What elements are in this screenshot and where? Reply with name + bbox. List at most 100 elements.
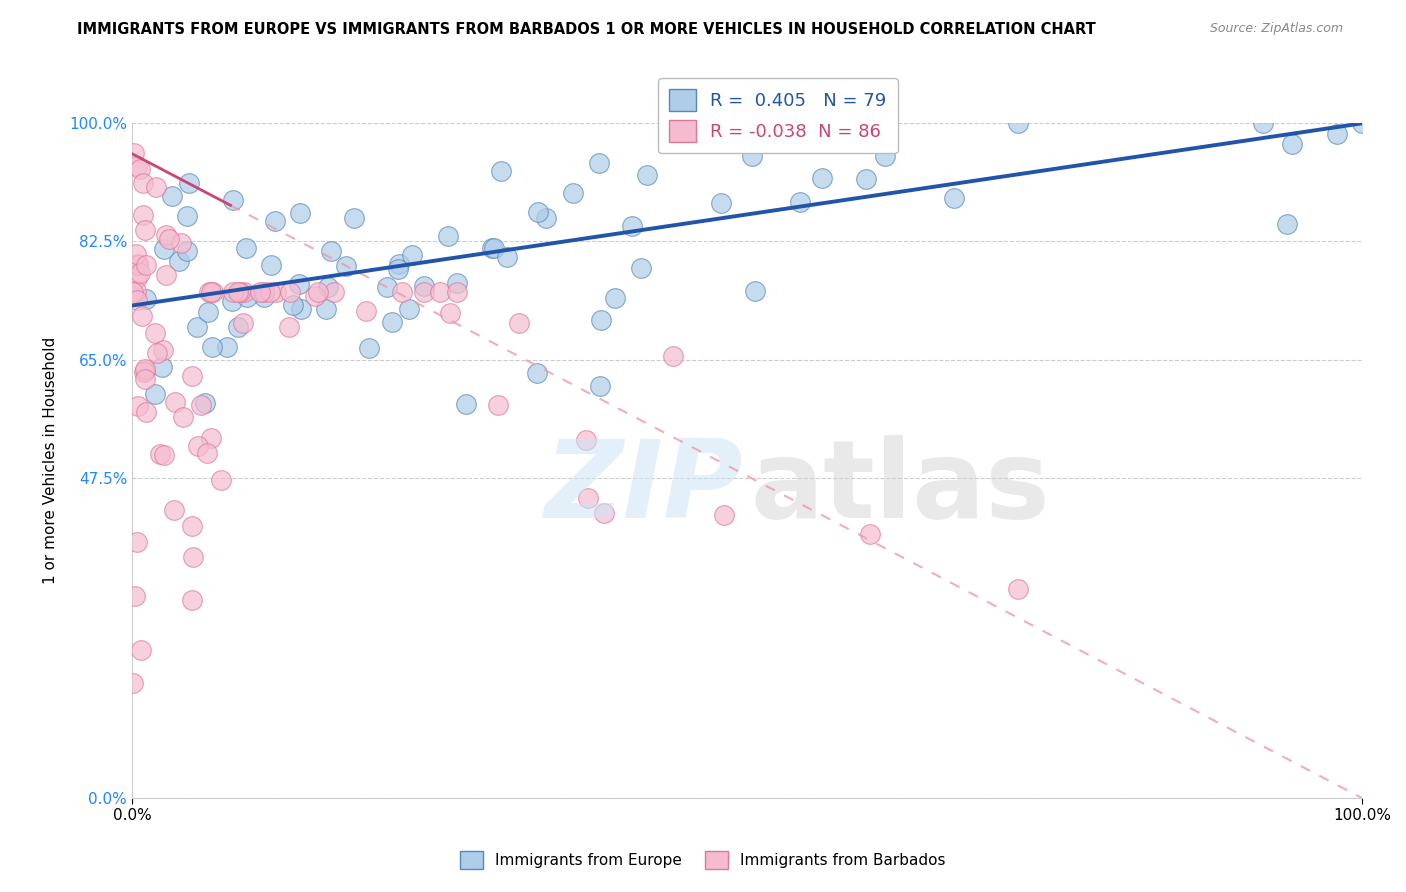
Point xyxy=(125,284,148,298)
Point xyxy=(149,447,172,461)
Point xyxy=(1326,127,1348,141)
Point xyxy=(198,285,221,299)
Point xyxy=(200,431,222,445)
Text: IMMIGRANTS FROM EUROPE VS IMMIGRANTS FROM BARBADOS 1 OR MORE VEHICLES IN HOUSEHO: IMMIGRANTS FROM EUROPE VS IMMIGRANTS FRO… xyxy=(77,22,1097,37)
Point xyxy=(342,211,364,225)
Point xyxy=(228,285,250,299)
Point xyxy=(744,284,766,298)
Point xyxy=(335,260,357,274)
Text: ZIP: ZIP xyxy=(546,434,744,541)
Point xyxy=(713,508,735,523)
Point xyxy=(163,503,186,517)
Point xyxy=(132,176,155,190)
Point xyxy=(235,241,257,255)
Point xyxy=(131,208,153,222)
Point xyxy=(486,398,509,412)
Point xyxy=(710,195,733,210)
Legend: R =  0.405   N = 79, R = -0.038  N = 86: R = 0.405 N = 79, R = -0.038 N = 86 xyxy=(658,78,897,153)
Point xyxy=(160,188,183,202)
Point xyxy=(307,285,329,299)
Point xyxy=(354,303,377,318)
Point xyxy=(134,223,156,237)
Point xyxy=(288,277,311,291)
Point xyxy=(145,345,167,359)
Point xyxy=(157,232,180,246)
Point xyxy=(135,292,157,306)
Point xyxy=(446,276,468,290)
Point xyxy=(187,439,209,453)
Point xyxy=(172,410,194,425)
Point xyxy=(630,261,652,276)
Point xyxy=(122,146,145,161)
Point xyxy=(143,326,166,341)
Point xyxy=(195,446,218,460)
Point xyxy=(288,205,311,219)
Point xyxy=(125,159,148,173)
Point xyxy=(232,285,254,299)
Point xyxy=(135,258,157,272)
Point xyxy=(215,340,238,354)
Point xyxy=(1281,137,1303,152)
Point xyxy=(589,379,612,393)
Point xyxy=(176,209,198,223)
Point xyxy=(125,247,148,261)
Point xyxy=(181,549,204,564)
Point xyxy=(127,257,149,271)
Point xyxy=(588,156,610,170)
Point xyxy=(576,491,599,505)
Point xyxy=(387,262,409,277)
Point xyxy=(131,309,153,323)
Point xyxy=(589,313,612,327)
Point xyxy=(388,258,411,272)
Point xyxy=(177,177,200,191)
Point xyxy=(167,254,190,268)
Point xyxy=(377,280,399,294)
Point xyxy=(489,163,512,178)
Point xyxy=(150,359,173,374)
Text: atlas: atlas xyxy=(751,434,1050,541)
Point xyxy=(201,285,224,299)
Point xyxy=(321,244,343,258)
Point xyxy=(278,285,301,299)
Point xyxy=(125,271,148,285)
Point xyxy=(859,527,882,541)
Point xyxy=(127,400,149,414)
Point xyxy=(412,279,434,293)
Point xyxy=(264,285,287,299)
Point xyxy=(359,341,381,355)
Point xyxy=(186,320,208,334)
Point xyxy=(315,301,337,316)
Point xyxy=(222,285,245,299)
Point xyxy=(129,162,152,177)
Point xyxy=(316,280,339,294)
Point xyxy=(620,219,643,233)
Point xyxy=(484,241,506,255)
Point xyxy=(412,285,434,299)
Point xyxy=(222,193,245,207)
Point xyxy=(446,285,468,299)
Point xyxy=(125,293,148,307)
Point xyxy=(943,191,966,205)
Point xyxy=(200,285,222,299)
Point xyxy=(534,211,557,226)
Point xyxy=(741,149,763,163)
Point xyxy=(281,297,304,311)
Point xyxy=(662,349,685,363)
Point xyxy=(134,372,156,386)
Point xyxy=(197,305,219,319)
Point xyxy=(381,315,404,329)
Point xyxy=(263,214,285,228)
Point xyxy=(810,171,832,186)
Point xyxy=(145,180,167,194)
Point xyxy=(194,396,217,410)
Point xyxy=(190,398,212,412)
Point xyxy=(873,149,896,163)
Point xyxy=(391,285,413,299)
Point xyxy=(636,169,658,183)
Point xyxy=(176,244,198,259)
Point xyxy=(508,316,530,330)
Point xyxy=(323,285,346,299)
Point xyxy=(1275,217,1298,231)
Point xyxy=(481,241,503,255)
Point xyxy=(1007,116,1029,130)
